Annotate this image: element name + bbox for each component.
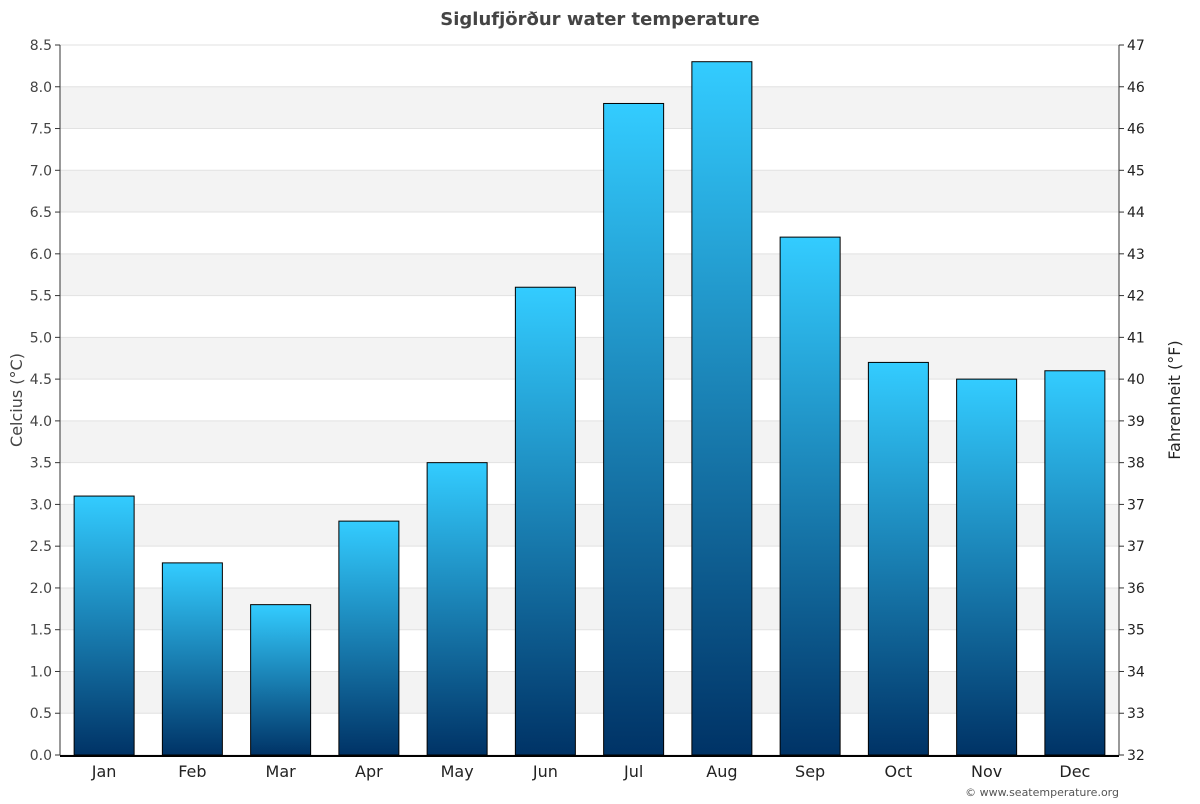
y-tick-label-left: 1.5 bbox=[30, 623, 52, 639]
y-tick-label-right: 46 bbox=[1127, 122, 1145, 138]
grid-band bbox=[60, 504, 1119, 547]
x-tick-label: Mar bbox=[266, 762, 297, 781]
grid-band bbox=[60, 420, 1119, 463]
credit-text: © www.seatemperature.org bbox=[965, 786, 1119, 799]
bar-jul bbox=[603, 102, 665, 756]
y-tick-label-right: 36 bbox=[1127, 581, 1145, 597]
y-tick-label-right: 37 bbox=[1127, 539, 1145, 555]
y-tick-label-left: 6.0 bbox=[30, 247, 52, 263]
bar-jan bbox=[73, 495, 135, 756]
chart-title: Siglufjörður water temperature bbox=[440, 9, 760, 30]
y-tick-label-right: 47 bbox=[1127, 38, 1145, 54]
bar-oct bbox=[867, 361, 929, 756]
x-tick-label: Sep bbox=[795, 762, 825, 781]
grid-band bbox=[60, 671, 1119, 714]
bar-dec bbox=[1044, 370, 1106, 756]
x-tick-label: Feb bbox=[178, 762, 206, 781]
y-axis-label-right: Fahrenheit (°F) bbox=[1165, 340, 1184, 459]
grid-band bbox=[60, 253, 1119, 296]
grid-band bbox=[60, 587, 1119, 630]
y-tick-label-left: 4.0 bbox=[30, 414, 52, 430]
y-tick-label-left: 2.5 bbox=[30, 539, 52, 555]
y-axis-label-left: Celcius (°C) bbox=[7, 353, 26, 447]
bar-aug bbox=[691, 61, 753, 756]
y-tick-label-left: 8.5 bbox=[30, 38, 52, 54]
y-tick-label-right: 45 bbox=[1127, 163, 1145, 179]
y-tick-label-left: 0.5 bbox=[30, 706, 52, 722]
grid-band bbox=[60, 337, 1119, 380]
y-tick-label-right: 46 bbox=[1127, 80, 1145, 96]
y-tick-label-left: 4.5 bbox=[30, 372, 52, 388]
bar-apr bbox=[338, 520, 400, 756]
x-tick-label: Apr bbox=[355, 762, 383, 781]
bar-may bbox=[426, 462, 488, 756]
x-tick-label: Jan bbox=[91, 762, 117, 781]
x-tick-label: Dec bbox=[1059, 762, 1090, 781]
y-tick-label-left: 5.5 bbox=[30, 289, 52, 305]
bar-feb bbox=[161, 562, 223, 756]
y-tick-label-right: 35 bbox=[1127, 623, 1145, 639]
y-tick-label-right: 40 bbox=[1127, 372, 1145, 388]
bar-mar bbox=[250, 604, 312, 756]
bar-jun bbox=[514, 286, 576, 756]
bar-nov bbox=[956, 378, 1018, 756]
grid-band bbox=[60, 170, 1119, 213]
grid-band bbox=[60, 86, 1119, 129]
x-tick-label: Aug bbox=[706, 762, 737, 781]
y-tick-label-left: 1.0 bbox=[30, 664, 52, 680]
x-tick-label: Oct bbox=[885, 762, 913, 781]
y-tick-label-left: 3.5 bbox=[30, 456, 52, 472]
y-tick-label-left: 3.0 bbox=[30, 497, 52, 513]
y-tick-label-right: 42 bbox=[1127, 289, 1145, 305]
x-tick-label: Nov bbox=[971, 762, 1002, 781]
y-tick-label-right: 38 bbox=[1127, 456, 1145, 472]
y-tick-label-right: 44 bbox=[1127, 205, 1145, 221]
y-tick-label-right: 34 bbox=[1127, 664, 1145, 680]
y-tick-label-right: 43 bbox=[1127, 247, 1145, 263]
y-tick-label-left: 2.0 bbox=[30, 581, 52, 597]
y-tick-label-left: 5.0 bbox=[30, 330, 52, 346]
x-tick-label: May bbox=[441, 762, 474, 781]
y-tick-label-left: 7.0 bbox=[30, 163, 52, 179]
y-tick-label-right: 39 bbox=[1127, 414, 1145, 430]
x-tick-label: Jun bbox=[532, 762, 558, 781]
y-tick-label-right: 41 bbox=[1127, 330, 1145, 346]
y-tick-label-left: 8.0 bbox=[30, 80, 52, 96]
x-tick-label: Jul bbox=[623, 762, 643, 781]
y-tick-label-left: 7.5 bbox=[30, 122, 52, 138]
y-tick-label-right: 37 bbox=[1127, 497, 1145, 513]
y-tick-label-right: 32 bbox=[1127, 748, 1145, 764]
y-tick-label-left: 0.0 bbox=[30, 748, 52, 764]
y-tick-label-left: 6.5 bbox=[30, 205, 52, 221]
bar-sep bbox=[779, 236, 841, 756]
y-tick-label-right: 33 bbox=[1127, 706, 1145, 722]
